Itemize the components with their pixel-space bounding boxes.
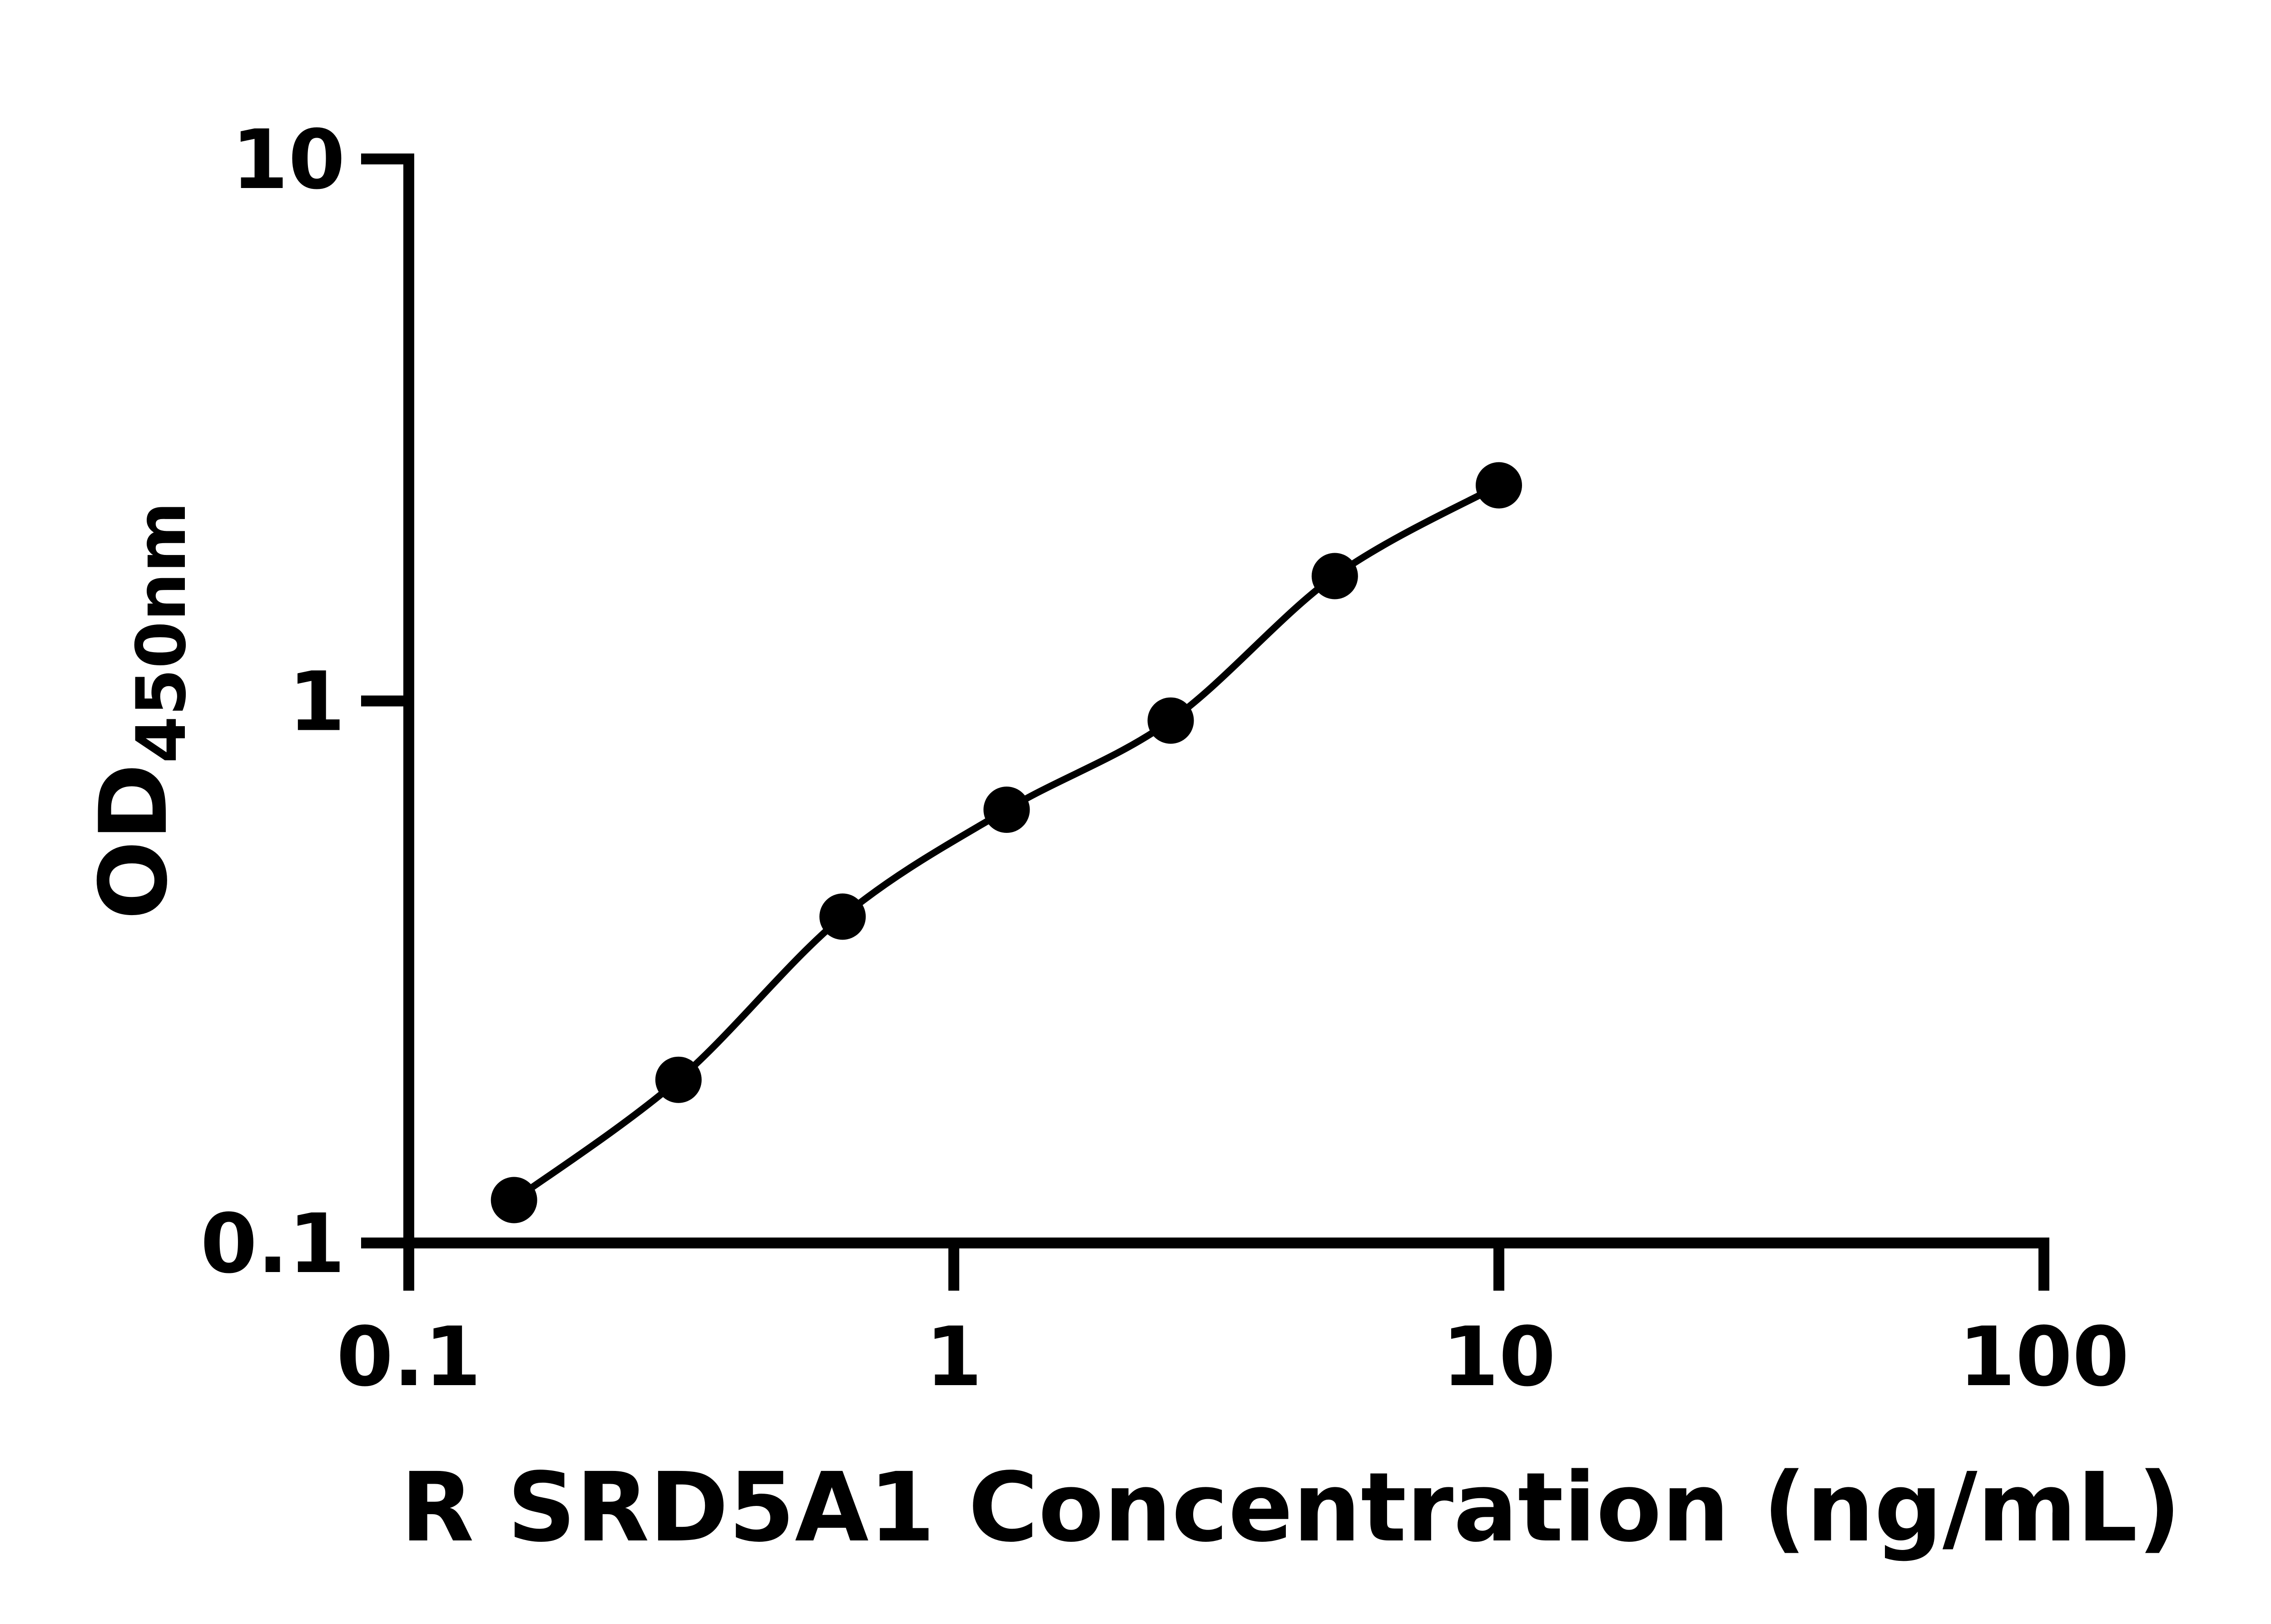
data-point-marker (983, 787, 1030, 833)
y-axis-tick-labels: 0.1 1 10 (200, 113, 345, 1292)
y-axis-tick-label: 0.1 (200, 1197, 345, 1292)
x-axis-ticks (403, 1243, 2049, 1291)
data-series (491, 462, 1522, 1223)
y-axis-title: OD450nm (80, 502, 201, 920)
y-axis-tick-label: 10 (232, 113, 346, 208)
y-axis-title-main: OD (80, 763, 188, 920)
data-point-marker (655, 1056, 702, 1103)
data-point-marker (1311, 553, 1358, 599)
data-point-marker (491, 1177, 537, 1223)
y-axis-title-subscript: 450nm (122, 502, 201, 763)
data-point-marker (1476, 462, 1522, 509)
y-axis-tick-label: 1 (288, 655, 345, 750)
x-axis-tick-label: 1 (925, 1310, 982, 1405)
data-point-marker (1147, 697, 1194, 744)
x-axis-tick-labels: 0.1 1 10 100 (337, 1310, 2129, 1405)
x-axis-tick-label: 0.1 (337, 1310, 481, 1405)
axes: 0.1 1 10 100 0.1 1 10 (200, 113, 2129, 1405)
data-point-marker (819, 893, 866, 940)
x-axis-tick-label: 10 (1442, 1310, 1556, 1405)
data-points (491, 462, 1522, 1223)
x-axis-title: R SRD5A1 Concentration (ng/mL) (401, 1452, 2181, 1563)
y-axis-ticks (361, 153, 414, 1248)
x-axis-tick-label: 100 (1959, 1310, 2129, 1405)
